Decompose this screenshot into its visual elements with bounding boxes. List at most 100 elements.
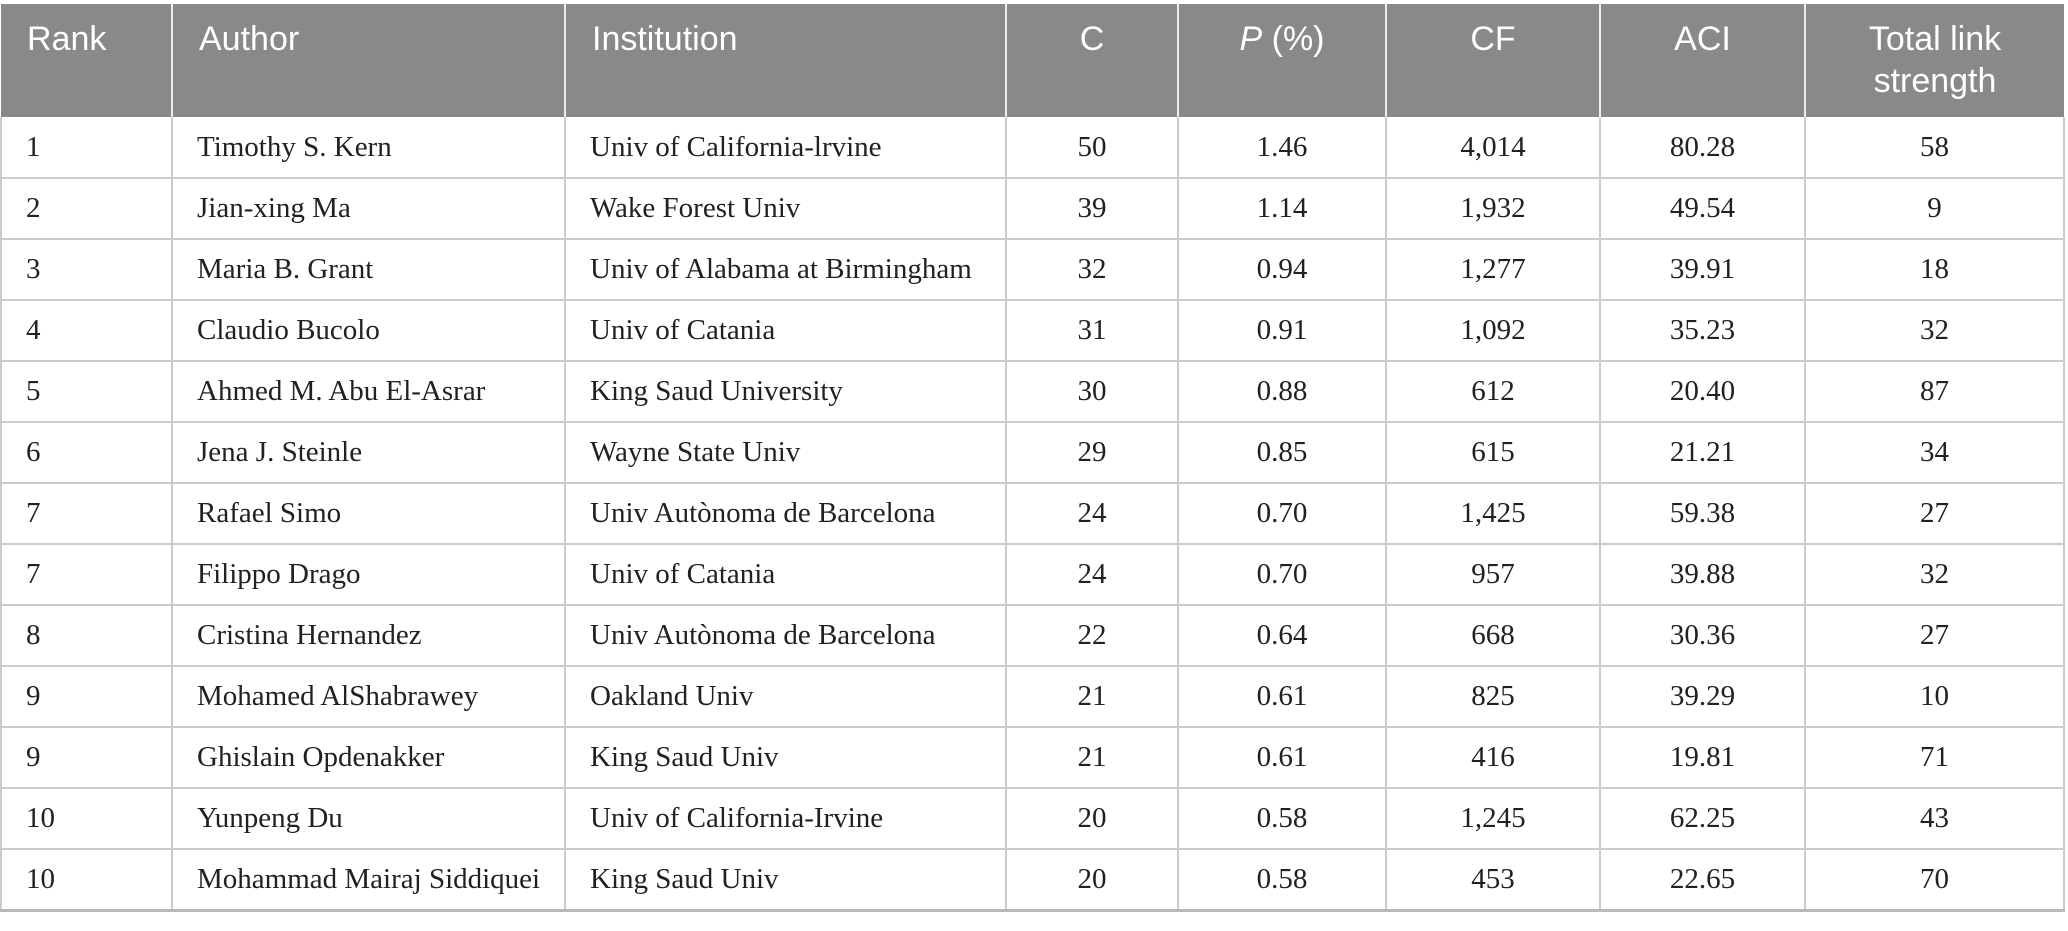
cell-author: Jian-xing Ma	[172, 178, 566, 240]
cell-cf: 416	[1386, 727, 1601, 789]
cell-institution: King Saud Univ	[565, 849, 1007, 912]
cell-author: Mohamed AlShabrawey	[172, 666, 566, 728]
author-ranking-table-container: Rank Author Institution C P (%) CF ACI Total li…	[0, 4, 2065, 912]
cell-author: Rafael Simo	[172, 483, 566, 545]
column-header-aci: ACI	[1600, 4, 1806, 117]
cell-rank: 2	[0, 178, 173, 240]
cell-institution: Univ of California-lrvine	[565, 117, 1007, 179]
cell-p-percent: 0.58	[1178, 788, 1387, 850]
cell-institution: King Saud Univ	[565, 727, 1007, 789]
cell-author: Mohammad Mairaj Siddiquei	[172, 849, 566, 912]
cell-author: Maria B. Grant	[172, 239, 566, 301]
cell-institution: King Saud University	[565, 361, 1007, 423]
cell-p-percent: 0.94	[1178, 239, 1387, 301]
cell-rank: 8	[0, 605, 173, 667]
cell-total-link-strength: 27	[1805, 605, 2065, 667]
cell-c: 22	[1006, 605, 1179, 667]
cell-author: Yunpeng Du	[172, 788, 566, 850]
cell-institution: Univ Autònoma de Barcelona	[565, 605, 1007, 667]
cell-institution: Univ Autònoma de Barcelona	[565, 483, 1007, 545]
cell-c: 29	[1006, 422, 1179, 484]
cell-p-percent: 0.91	[1178, 300, 1387, 362]
table-row: 10 Yunpeng Du Univ of California-Irvine 20 0…	[0, 788, 2065, 850]
cell-total-link-strength: 10	[1805, 666, 2065, 728]
cell-author: Filippo Drago	[172, 544, 566, 606]
table-row: 2 Jian-xing Ma Wake Forest Univ 39 1.14 1,932…	[0, 178, 2065, 240]
table-row: 6 Jena J. Steinle Wayne State Univ 29 0.85 61…	[0, 422, 2065, 484]
table-row: 4 Claudio Bucolo Univ of Catania 31 0.91 1,09…	[0, 300, 2065, 362]
cell-total-link-strength: 43	[1805, 788, 2065, 850]
cell-rank: 7	[0, 544, 173, 606]
cell-rank: 10	[0, 788, 173, 850]
cell-rank: 9	[0, 727, 173, 789]
cell-p-percent: 0.70	[1178, 483, 1387, 545]
cell-p-percent: 0.85	[1178, 422, 1387, 484]
cell-cf: 1,092	[1386, 300, 1601, 362]
cell-total-link-strength: 32	[1805, 544, 2065, 606]
cell-aci: 30.36	[1600, 605, 1806, 667]
cell-total-link-strength: 71	[1805, 727, 2065, 789]
cell-aci: 39.91	[1600, 239, 1806, 301]
cell-total-link-strength: 70	[1805, 849, 2065, 912]
column-header-c: C	[1006, 4, 1179, 117]
table-row: 10 Mohammad Mairaj Siddiquei King Saud Uni…	[0, 849, 2065, 912]
cell-cf: 1,932	[1386, 178, 1601, 240]
cell-aci: 39.29	[1600, 666, 1806, 728]
table-row: 3 Maria B. Grant Univ of Alabama at Birmin…	[0, 239, 2065, 301]
header-row: Rank Author Institution C P (%) CF ACI Total li…	[1, 4, 2064, 117]
cell-institution: Wayne State Univ	[565, 422, 1007, 484]
cell-institution: Univ of Catania	[565, 544, 1007, 606]
cell-total-link-strength: 18	[1805, 239, 2065, 301]
cell-p-percent: 0.58	[1178, 849, 1387, 912]
cell-p-percent: 0.64	[1178, 605, 1387, 667]
cell-cf: 453	[1386, 849, 1601, 912]
cell-rank: 6	[0, 422, 173, 484]
cell-c: 32	[1006, 239, 1179, 301]
cell-aci: 39.88	[1600, 544, 1806, 606]
cell-p-percent: 0.61	[1178, 666, 1387, 728]
cell-p-percent: 1.14	[1178, 178, 1387, 240]
column-header-total-link-strength: Total link strength	[1805, 4, 2064, 117]
cell-p-percent: 1.46	[1178, 117, 1387, 179]
cell-c: 21	[1006, 727, 1179, 789]
table-header: Rank Author Institution C P (%) CF ACI Total li…	[1, 4, 2064, 117]
cell-c: 24	[1006, 544, 1179, 606]
column-header-rank: Rank	[1, 4, 173, 117]
cell-total-link-strength: 9	[1805, 178, 2065, 240]
cell-cf: 612	[1386, 361, 1601, 423]
cell-institution: Univ of Alabama at Birmingham	[565, 239, 1007, 301]
cell-c: 31	[1006, 300, 1179, 362]
cell-aci: 19.81	[1600, 727, 1806, 789]
cell-author: Timothy S. Kern	[172, 117, 566, 179]
cell-author: Ahmed M. Abu El-Asrar	[172, 361, 566, 423]
cell-p-percent: 0.88	[1178, 361, 1387, 423]
cell-author: Jena J. Steinle	[172, 422, 566, 484]
cell-institution: Oakland Univ	[565, 666, 1007, 728]
cell-aci: 20.40	[1600, 361, 1806, 423]
cell-aci: 59.38	[1600, 483, 1806, 545]
cell-author: Claudio Bucolo	[172, 300, 566, 362]
cell-total-link-strength: 34	[1805, 422, 2065, 484]
cell-cf: 4,014	[1386, 117, 1601, 179]
cell-cf: 1,245	[1386, 788, 1601, 850]
column-header-p-percent: P (%)	[1178, 4, 1387, 117]
cell-cf: 1,277	[1386, 239, 1601, 301]
cell-institution: Univ of Catania	[565, 300, 1007, 362]
cell-aci: 80.28	[1600, 117, 1806, 179]
cell-cf: 668	[1386, 605, 1601, 667]
cell-c: 30	[1006, 361, 1179, 423]
cell-cf: 957	[1386, 544, 1601, 606]
cell-institution: Wake Forest Univ	[565, 178, 1007, 240]
cell-c: 20	[1006, 849, 1179, 912]
cell-c: 21	[1006, 666, 1179, 728]
cell-rank: 9	[0, 666, 173, 728]
cell-total-link-strength: 32	[1805, 300, 2065, 362]
table-row: 5 Ahmed M. Abu El-Asrar King Saud Universi…	[0, 361, 2065, 423]
cell-rank: 7	[0, 483, 173, 545]
cell-aci: 21.21	[1600, 422, 1806, 484]
cell-total-link-strength: 58	[1805, 117, 2065, 179]
cell-aci: 22.65	[1600, 849, 1806, 912]
cell-aci: 49.54	[1600, 178, 1806, 240]
author-ranking-table: Rank Author Institution C P (%) CF ACI Total li…	[0, 4, 2065, 912]
cell-author: Cristina Hernandez	[172, 605, 566, 667]
